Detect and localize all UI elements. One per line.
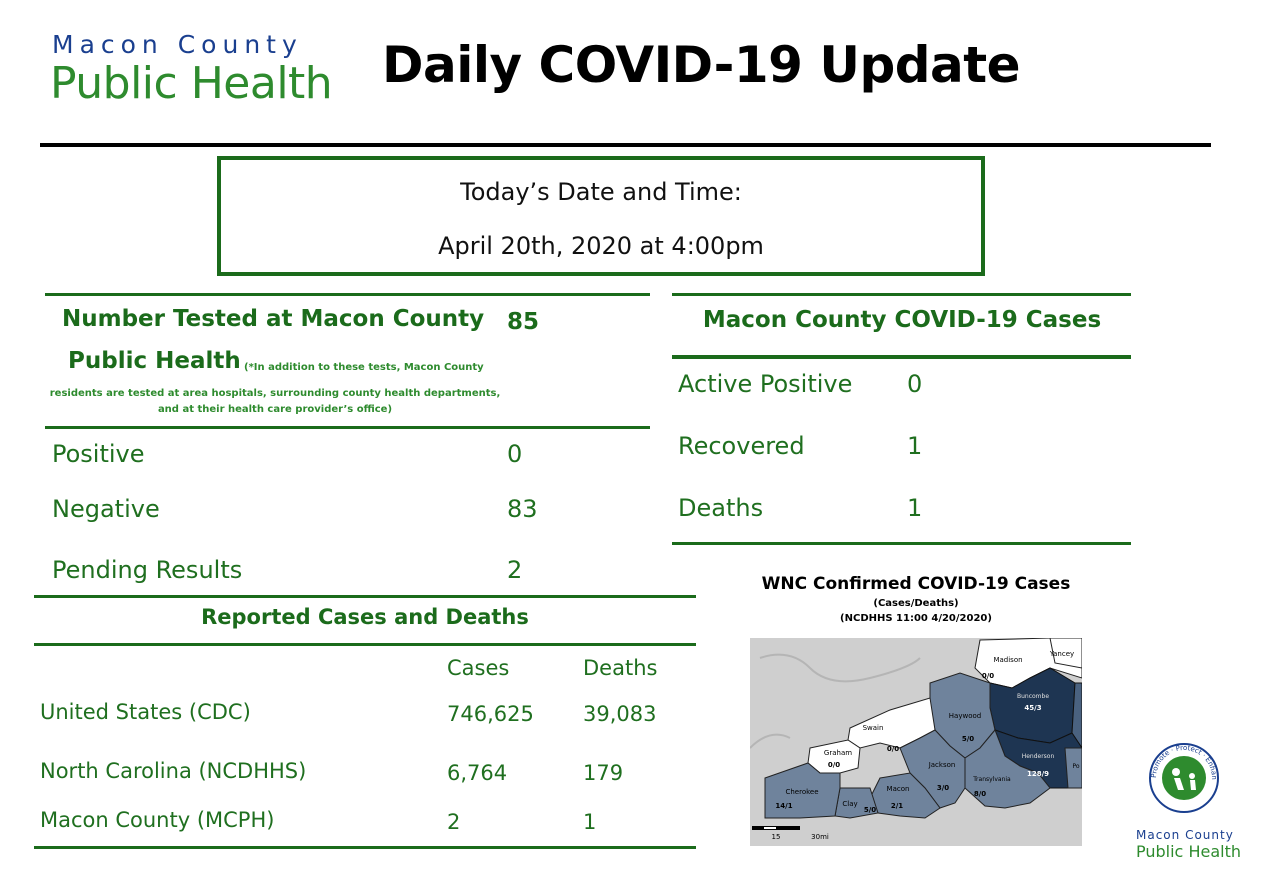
reported-header-rule (34, 643, 696, 646)
scale-label-15: 15 (772, 833, 781, 841)
tested-mid-rule (45, 426, 650, 429)
header-divider (40, 143, 1211, 147)
public-health-seal-icon: Promote · Protect · Enhance (1148, 742, 1219, 813)
seal-figure-head-small (1189, 773, 1195, 779)
tested-note-line3: and at their health care provider’s offi… (157, 404, 393, 415)
label-jackson-name: Jackson (928, 761, 956, 769)
county-transylvania (964, 729, 1051, 809)
pending-label: Pending Results (52, 556, 243, 584)
org-name-top: Macon County (52, 30, 303, 59)
nc-deaths: 179 (583, 761, 624, 785)
pending-value: 2 (507, 556, 523, 584)
seal-figure-body (1174, 778, 1184, 790)
label-haywood-value: 5/0 (962, 735, 974, 743)
label-graham-name: Graham (824, 749, 852, 757)
tested-note-continued: residents are tested at area hospitals, … (40, 386, 510, 418)
county-polk (1064, 747, 1082, 789)
county-cherokee (764, 762, 841, 819)
us-label: United States (CDC) (40, 700, 251, 724)
label-transylvania-name: Transylvania (972, 776, 1011, 783)
cases-header-rule (672, 355, 1131, 359)
nc-label: North Carolina (NCDHHS) (40, 759, 307, 783)
wnc-county-map: Madison 0/0 Yancey Buncombe 45/3 Haywood… (750, 638, 1082, 846)
label-polk-name: Po (1072, 763, 1079, 770)
col-header-cases: Cases (447, 656, 510, 680)
col-header-deaths: Deaths (583, 656, 658, 680)
tested-label: Number Tested at Macon County (62, 306, 485, 332)
label-buncombe-name: Buncombe (1017, 693, 1049, 700)
active-positive-label: Active Positive (678, 370, 853, 398)
deaths-value: 1 (907, 494, 923, 522)
label-swain-value: 0/0 (887, 745, 899, 753)
date-time-value: April 20th, 2020 at 4:00pm (438, 232, 764, 260)
map-terrain-line (750, 733, 791, 749)
label-macon-name: Macon (887, 785, 910, 793)
label-cherokee-name: Cherokee (785, 788, 818, 796)
cases-bottom-rule (672, 542, 1131, 545)
macon-label: Macon County (MCPH) (40, 808, 275, 832)
deaths-label: Deaths (678, 494, 764, 522)
scale-bar-segment (764, 827, 776, 829)
label-cherokee-value: 14/1 (775, 802, 792, 810)
page-title: Daily COVID-19 Update (382, 36, 1021, 94)
label-macon-value: 2/1 (891, 802, 903, 810)
negative-value: 83 (507, 495, 538, 523)
date-time-box: Today’s Date and Time: April 20th, 2020 … (217, 156, 985, 276)
label-henderson-value: 128/9 (1027, 770, 1049, 778)
label-buncombe-value: 45/3 (1024, 704, 1041, 712)
macon-deaths: 1 (583, 810, 597, 834)
label-transylvania-value: 8/0 (974, 790, 986, 798)
active-positive-value: 0 (907, 370, 923, 398)
map-title: WNC Confirmed COVID-19 Cases (761, 574, 1071, 594)
label-clay-value: 5/0 (864, 806, 876, 814)
reported-top-rule (34, 595, 696, 598)
positive-label: Positive (52, 440, 145, 468)
seal-org-main: Public Health (1136, 842, 1241, 861)
label-graham-value: 0/0 (828, 761, 840, 769)
us-deaths: 39,083 (583, 702, 657, 726)
tested-top-rule (45, 293, 650, 296)
label-henderson-name: Henderson (1022, 753, 1055, 760)
reported-bottom-rule (34, 846, 696, 849)
negative-label: Negative (52, 495, 160, 523)
label-swain-name: Swain (863, 724, 884, 732)
label-jackson-value: 3/0 (937, 784, 949, 792)
map-subtitle: (Cases/Deaths) (873, 598, 959, 609)
tested-label-line2: Public Health (68, 348, 241, 374)
label-yancey-name: Yancey (1049, 650, 1074, 658)
tested-note: (*In addition to these tests, Macon Coun… (244, 362, 484, 373)
cases-title: Macon County COVID-19 Cases (702, 307, 1102, 333)
positive-value: 0 (507, 440, 523, 468)
county-yancey (1049, 638, 1082, 669)
recovered-label: Recovered (678, 432, 805, 460)
label-madison-value: 0/0 (982, 672, 994, 680)
nc-cases: 6,764 (447, 761, 508, 785)
cases-top-rule (672, 293, 1131, 296)
seal-org-top: Macon County (1136, 828, 1234, 842)
scale-label-30: 30mi (811, 833, 829, 841)
label-madison-name: Madison (993, 656, 1022, 664)
tested-value: 85 (507, 309, 540, 335)
us-cases: 746,625 (447, 702, 534, 726)
macon-cases: 2 (447, 810, 461, 834)
reported-title: Reported Cases and Deaths (201, 605, 529, 629)
recovered-value: 1 (907, 432, 923, 460)
label-haywood-name: Haywood (949, 712, 981, 720)
seal-inner-circle (1162, 756, 1206, 800)
seal-figure-body-small (1190, 780, 1196, 790)
date-time-label: Today’s Date and Time: (460, 178, 742, 206)
label-clay-name: Clay (842, 800, 857, 808)
tested-note-line2: residents are tested at area hospitals, … (49, 388, 501, 399)
map-source: (NCDHHS 11:00 4/20/2020) (840, 613, 992, 624)
county-extra (1071, 682, 1082, 749)
org-name-main: Public Health (50, 58, 333, 109)
seal-figure-head (1172, 768, 1180, 776)
map-terrain-line (759, 653, 921, 683)
